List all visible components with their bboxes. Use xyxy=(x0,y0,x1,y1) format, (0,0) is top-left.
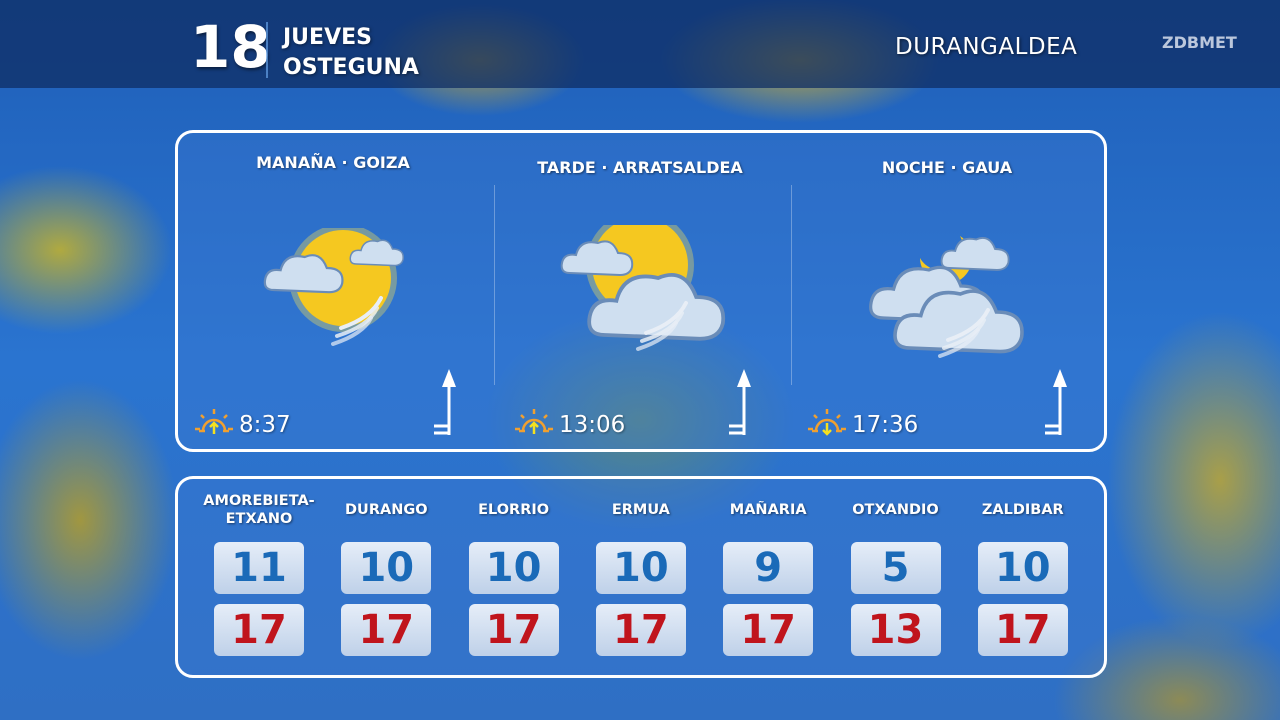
period-label: MANAÑA · GOIZA xyxy=(256,153,410,172)
period-label: TARDE · ARRATSALDEA xyxy=(537,158,743,177)
min-temp: 9 xyxy=(723,542,814,594)
min-temp: 11 xyxy=(214,542,304,594)
max-temp: 17 xyxy=(977,604,1068,656)
sun-time: 8:37 xyxy=(195,405,291,445)
town-name: OTXANDIO xyxy=(852,502,939,518)
town-name: MAÑARIA xyxy=(729,502,807,518)
sun-time: 13:06 xyxy=(515,405,625,445)
sun-time-value: 17:36 xyxy=(852,412,919,438)
sun-noon-icon xyxy=(515,405,555,445)
brand-logo: ZDBMET xyxy=(1162,33,1237,52)
max-temp: 17 xyxy=(214,604,304,656)
day-number: 18 xyxy=(190,13,271,81)
header-bar: 18 JUEVES OSTEGUNA DURANGALDEA ZDBMET xyxy=(0,0,1280,88)
town-name: ZALDIBAR xyxy=(981,502,1064,518)
day-name-spanish: JUEVES xyxy=(283,25,372,50)
max-temp: 13 xyxy=(850,604,941,656)
town-name: ERMUA xyxy=(611,502,670,518)
period-label: NOCHE · GAUA xyxy=(881,158,1013,177)
sunrise-icon xyxy=(195,405,235,445)
sunset-icon xyxy=(808,405,848,445)
max-temp: 17 xyxy=(468,604,559,656)
min-temp: 10 xyxy=(977,542,1068,594)
sun-time-value: 8:37 xyxy=(239,412,291,438)
sun-cloud-wind-icon xyxy=(560,211,730,359)
column-divider xyxy=(791,185,792,385)
min-temp: 5 xyxy=(850,542,941,594)
town-name: ELORRIO xyxy=(478,502,550,518)
max-temp: 17 xyxy=(595,604,686,656)
min-temp: 10 xyxy=(468,542,559,594)
sun-cloud-wind-icon xyxy=(263,224,413,362)
header-divider xyxy=(266,22,268,78)
region-name: DURANGALDEA xyxy=(895,34,1078,60)
wind-barb-north-icon xyxy=(727,365,751,441)
town-name: AMOREBIETA- ETXANO xyxy=(203,493,315,528)
max-temp: 17 xyxy=(341,604,432,656)
column-divider xyxy=(494,185,495,385)
sun-time-value: 13:06 xyxy=(559,412,626,438)
wind-barb-north-icon xyxy=(1043,365,1067,441)
max-temp: 17 xyxy=(723,604,814,656)
town-name: DURANGO xyxy=(345,502,428,518)
sun-time: 17:36 xyxy=(808,405,918,445)
moon-clouds-wind-icon xyxy=(868,228,1038,362)
min-temp: 10 xyxy=(595,542,686,594)
day-name-basque: OSTEGUNA xyxy=(283,55,419,80)
min-temp: 10 xyxy=(341,542,432,594)
wind-barb-north-icon xyxy=(432,365,456,441)
